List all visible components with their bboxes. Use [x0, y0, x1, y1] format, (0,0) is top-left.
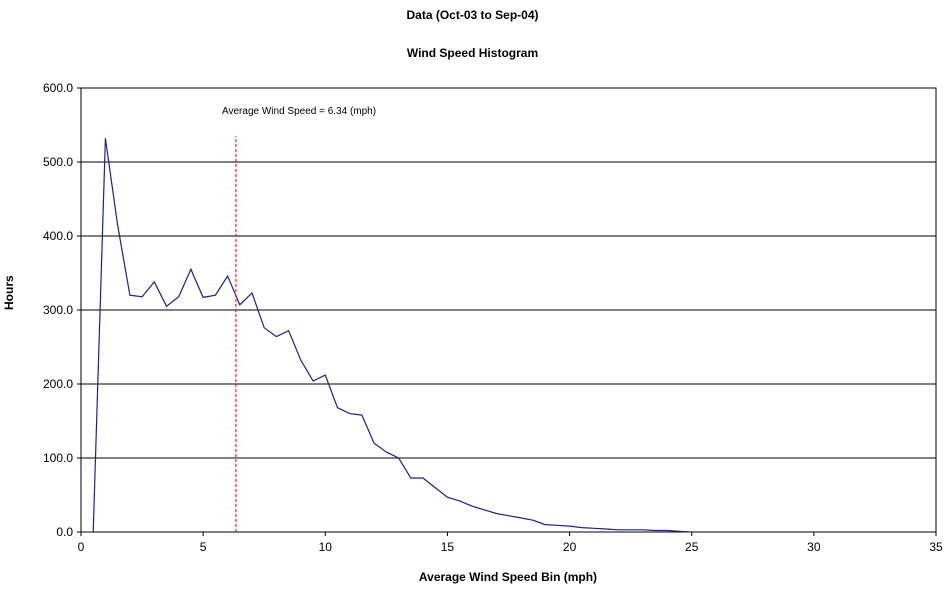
average-wind-speed-label: Average Wind Speed = 6.34 (mph)	[222, 106, 376, 117]
x-axis-label: Average Wind Speed Bin (mph)	[418, 570, 598, 584]
x-tick-label: 35	[929, 540, 943, 554]
y-tick-label: 600.0	[43, 81, 73, 95]
y-tick-label: 0.0	[56, 525, 73, 539]
x-tick-label: 15	[441, 540, 455, 554]
reference-layer: Average Wind Speed = 6.34 (mph)	[222, 106, 376, 532]
series-layer	[92, 138, 692, 533]
y-tick-label: 400.0	[43, 229, 73, 243]
chart-title: Data (Oct-03 to Sep-04)	[406, 8, 539, 22]
y-tick-label: 200.0	[43, 377, 73, 391]
y-tick-label: 100.0	[43, 451, 73, 465]
tick-labels: 0.0 100.0 200.0 300.0 400.0 500.0 600.0 0 5 10 15 2…	[43, 81, 943, 554]
axes	[77, 87, 937, 536]
gridlines	[81, 87, 936, 459]
x-tick-label: 5	[200, 540, 207, 554]
x-tick-label: 0	[78, 540, 85, 554]
plot-frame	[80, 87, 937, 533]
x-tick-label: 10	[319, 540, 333, 554]
series-line	[92, 138, 692, 533]
x-tick-label: 30	[807, 540, 821, 554]
chart-subtitle: Wind Speed Histogram	[406, 46, 539, 60]
y-tick-label: 300.0	[43, 303, 73, 317]
y-tick-label: 500.0	[43, 155, 73, 169]
x-tick-label: 25	[685, 540, 699, 554]
x-tick-label: 20	[563, 540, 577, 554]
